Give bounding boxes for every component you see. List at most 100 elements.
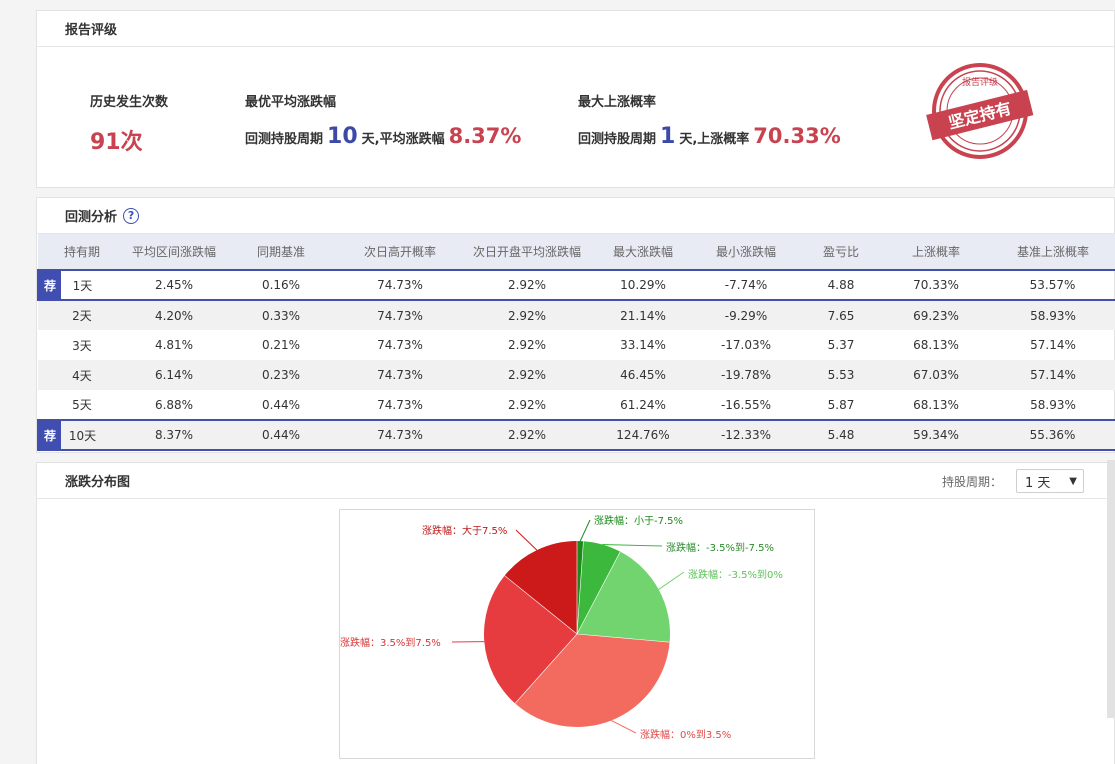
pie-separator: [576, 633, 670, 643]
table-row: 3天 4.81% 0.21% 74.73% 2.92% 33.14% -17.03% 5.37…: [38, 330, 1115, 360]
pie-label: 涨跌幅：-3.5%到-7.5%: [666, 541, 774, 554]
distribution-header: 涨跌分布图 持股周期： 1 天 ▼: [37, 463, 1114, 499]
best-average-label: 最优平均涨跌幅: [245, 95, 337, 110]
report-rating-panel: 报告评级 历史发生次数 91次 最优平均涨跌幅 回测持股周期 10 天,平均涨跌…: [36, 10, 1115, 188]
help-icon[interactable]: ?: [123, 207, 140, 224]
period-selector-group: 持股周期： 1 天 ▼: [942, 469, 1084, 493]
table-cell: 70.33%: [882, 269, 990, 301]
table-body: 荐 1天 2.45% 0.16% 74.73% 2.92% 10.29% -7.74% 4.88…: [37, 269, 1115, 451]
pie-chart-container: 涨跌幅：小于-7.5% 涨跌幅：-3.5%到-7.5% 涨跌幅：-3.5%到0% 涨跌…: [339, 509, 815, 759]
table-cell: 68.13%: [913, 397, 959, 412]
table-cell: 58.93%: [1030, 308, 1076, 323]
best-average-value: 8.37%: [448, 124, 522, 148]
table-cell: -16.55%: [720, 397, 772, 412]
table-cell: 10.29%: [594, 269, 692, 301]
table-cell: 53.57%: [990, 269, 1115, 301]
distribution-title: 涨跌分布图: [65, 475, 131, 490]
table-header-row: 持有期 平均区间涨跌幅 同期基准 次日高开概率 次日开盘平均涨跌幅 最大涨跌幅 最小涨跌幅 盈…: [38, 234, 1115, 270]
best-average-period: 10: [327, 124, 358, 149]
pie-label: 涨跌幅：小于-7.5%: [594, 514, 683, 527]
table-row-recommended: 荐 1天 2.45% 0.16% 74.73% 2.92% 10.29% -7.74% 4.88…: [37, 269, 1115, 301]
pie-label: 涨跌幅：0%到3.5%: [640, 728, 731, 741]
recommended-cell-wrap: 荐 10天: [39, 421, 126, 449]
max-up-mid: 天,上涨概率: [679, 132, 750, 147]
table-cell: 2.92%: [507, 368, 547, 382]
table-cell: -7.74%: [692, 269, 800, 301]
rating-stamp-icon: 报告评级 坚定持有: [926, 63, 1034, 159]
table-cell: 0.23%: [261, 368, 301, 382]
table-row: 4天 6.14% 0.23% 74.73% 2.92% 46.45% -19.78% 5.53…: [38, 360, 1115, 390]
table-cell: 55.36%: [990, 419, 1115, 451]
table-cell: 5.37: [827, 338, 855, 352]
history-count-label: 历史发生次数: [90, 95, 169, 110]
column-header: 最小涨跌幅: [715, 245, 776, 259]
table-cell: 4天: [72, 368, 92, 383]
max-up-line: 回测持股周期 1 天,上涨概率 70.33%: [578, 124, 841, 149]
table-cell: 荐 1天: [37, 269, 126, 301]
table-cell: 58.93%: [1030, 397, 1076, 412]
pie-label: 涨跌幅：3.5%到7.5%: [340, 636, 441, 649]
history-count-value: 91次: [90, 130, 143, 155]
best-average-prefix: 回测持股周期: [245, 132, 324, 147]
table-cell: -12.33%: [692, 419, 800, 451]
table-cell: 0.44%: [222, 419, 340, 451]
table-cell: 74.73%: [340, 419, 460, 451]
period-select[interactable]: 1 天 ▼: [1016, 469, 1084, 493]
column-header: 同期基准: [256, 245, 305, 259]
pie-separator: [576, 541, 584, 635]
backtest-analysis-panel: 回测分析 ? 持有期 平均区间涨跌幅 同期基准 次日高开概率 次日开盘平均涨跌幅 最大涨跌…: [36, 197, 1115, 453]
column-header: 次日高开概率: [363, 245, 436, 259]
table-cell: 2.92%: [507, 308, 547, 323]
table-cell: 5.53: [827, 368, 855, 382]
table-cell: -19.78%: [720, 368, 772, 382]
pie-separator: [504, 575, 578, 635]
table-cell: 2.92%: [460, 269, 594, 301]
table-cell: 4.20%: [154, 308, 194, 323]
table-row: 2天 4.20% 0.33% 74.73% 2.92% 21.14% -9.29% 7.65 6…: [38, 300, 1115, 330]
table-cell: 0.33%: [261, 308, 301, 323]
best-average-mid: 天,平均涨跌幅: [361, 132, 445, 147]
scrollbar-track[interactable]: [1107, 460, 1115, 718]
table-cell: 0.21%: [261, 338, 301, 352]
column-header: 盈亏比: [822, 245, 859, 259]
max-up-label: 最大上涨概率: [578, 95, 657, 110]
best-average-block: 最优平均涨跌幅 回测持股周期 10 天,平均涨跌幅 8.37%: [245, 91, 521, 149]
holding-period-text: 10天: [68, 428, 97, 443]
table-cell: 2.45%: [126, 269, 222, 301]
table-cell: 2.92%: [507, 397, 547, 412]
pie-slice[interactable]: [577, 551, 670, 643]
table-cell: 6.88%: [154, 397, 194, 412]
column-header: 持有期: [63, 245, 100, 259]
table-cell: 57.14%: [1030, 338, 1076, 352]
table-cell: 4.81%: [154, 338, 194, 352]
pie-leader-line: [515, 529, 538, 551]
best-average-line: 回测持股周期 10 天,平均涨跌幅 8.37%: [245, 124, 521, 149]
pie-label: 涨跌幅：大于7.5%: [422, 524, 507, 537]
table-cell: 4.88: [800, 269, 882, 301]
pie-separator: [576, 551, 621, 635]
pie-slice[interactable]: [504, 541, 577, 634]
table-cell: 2.92%: [507, 338, 547, 352]
max-up-period: 1: [660, 124, 676, 149]
pie-slice[interactable]: [484, 575, 577, 704]
table-cell: 2.92%: [460, 419, 594, 451]
pie-chart: 涨跌幅：小于-7.5% 涨跌幅：-3.5%到-7.5% 涨跌幅：-3.5%到0% 涨跌…: [340, 514, 783, 741]
pie-slice[interactable]: [515, 634, 670, 727]
backtest-analysis-title: 回测分析: [65, 210, 118, 225]
report-rating-title: 报告评级: [37, 11, 1114, 47]
table-row: 5天 6.88% 0.44% 74.73% 2.92% 61.24% -16.55% 5.87…: [38, 390, 1115, 420]
table-cell: 7.65: [827, 308, 855, 323]
recommended-cell-wrap: 荐 1天: [39, 271, 126, 299]
recommended-badge: 荐: [39, 271, 61, 299]
pie-leader-line: [602, 544, 663, 547]
table-cell: 0.44%: [261, 397, 301, 412]
pie-slice[interactable]: [577, 541, 621, 634]
table-cell: 74.73%: [340, 269, 460, 301]
max-up-value: 70.33%: [753, 124, 841, 148]
table-cell: 67.03%: [913, 368, 959, 382]
pie-leader-line: [658, 571, 685, 590]
table-cell: 荐 10天: [37, 419, 126, 451]
distribution-panel: 涨跌分布图 持股周期： 1 天 ▼ 涨跌幅：小于-7.5% 涨跌幅：-3.5%到-…: [36, 462, 1115, 764]
table-row-recommended: 荐 10天 8.37% 0.44% 74.73% 2.92% 124.76% -12.33% 5…: [37, 419, 1115, 451]
table-cell: 69.23%: [913, 308, 959, 323]
